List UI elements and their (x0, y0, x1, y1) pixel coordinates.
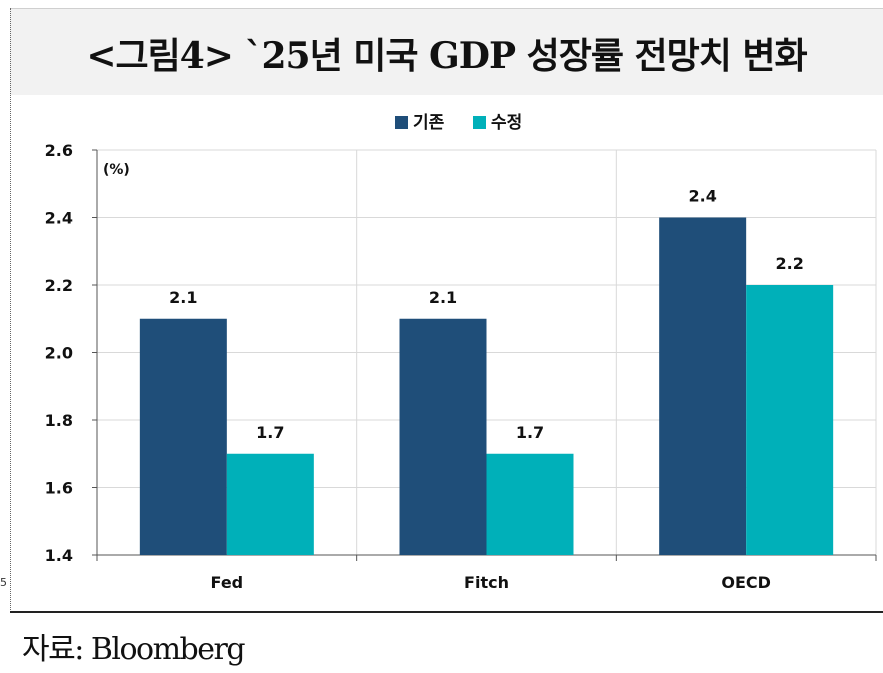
data-label: 2.2 (775, 254, 803, 273)
x-tick-label: OECD (721, 573, 771, 592)
left-border (10, 8, 11, 612)
bar-기존 (659, 217, 747, 555)
chart-title: <그림4> `25년 미국 GDP 성장률 전망치 변화 (86, 35, 807, 77)
legend-swatch (395, 116, 408, 129)
y-tick-label: 2.0 (45, 344, 73, 363)
legend-label: 기존 (413, 113, 445, 133)
y-tick-label: 2.4 (45, 209, 73, 228)
unit-label: (%) (103, 162, 130, 178)
x-tick-label: Fed (211, 573, 244, 592)
bar-수정 (746, 285, 834, 555)
title-band: <그림4> `25년 미국 GDP 성장률 전망치 변화 (10, 8, 883, 95)
y-tick-label: 1.4 (45, 546, 73, 565)
bottom-rule (10, 611, 883, 613)
data-label: 1.7 (516, 423, 544, 442)
y-tick-label: 1.8 (45, 411, 73, 430)
bar-chart: 1.4 1.6 1.8 2.0 2.2 2.4 2.6 (%) 2.1 1.7 Fed 2.1 1.7 F… (45, 113, 877, 592)
bar-기존 (139, 318, 227, 555)
data-label: 2.1 (429, 288, 457, 307)
legend-label: 수정 (491, 113, 522, 133)
y-tick-label: 2.6 (45, 141, 73, 160)
data-label: 2.4 (688, 187, 716, 206)
y-tick-label: 2.2 (45, 276, 73, 295)
source-note: 자료: Bloomberg (22, 632, 246, 667)
y-tick-label: 1.6 (45, 479, 73, 498)
bar-기존 (399, 318, 487, 555)
data-label: 2.1 (169, 288, 197, 307)
x-tick-label: Fitch (464, 573, 509, 592)
bar-수정 (486, 453, 574, 555)
data-label: 1.7 (256, 423, 284, 442)
legend-swatch (473, 116, 486, 129)
bar-수정 (226, 453, 314, 555)
edge-mark: 5 (0, 576, 7, 589)
